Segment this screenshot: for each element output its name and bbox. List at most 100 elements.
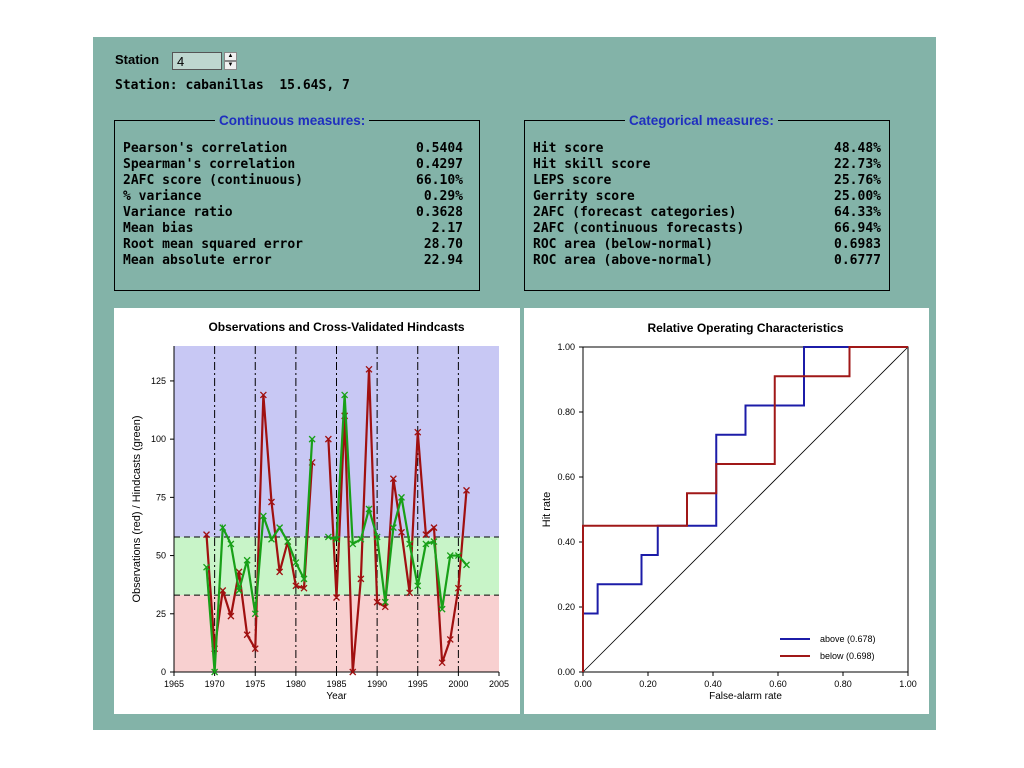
roc-chart-svg: 0.00 0.20 0.40 0.60 0.80 1.00 0.00 0.20 0.40 0.60… (541, 321, 917, 702)
data-point-hindcasts (333, 535, 340, 543)
data-point-hindcasts (203, 563, 210, 571)
legend-label: below (0.698) (820, 651, 875, 661)
measure-name: Pearson's correlation (123, 141, 288, 156)
data-point-hindcasts (227, 540, 235, 548)
hindcast-chart: 1965 1970 1975 1980 1985 1990 1995 2000 2005 0 25 5… (114, 308, 520, 714)
measure-name: Spearman's correlation (123, 157, 296, 172)
series-line-observations (327, 369, 468, 673)
continuous-measures-box: Continuous measures: Pearson's correlati… (114, 113, 480, 291)
x-tick-label: 0.60 (769, 679, 787, 689)
y-tick-label: 1.00 (557, 342, 575, 352)
data-point-observations (398, 528, 405, 536)
y-tick-label: 100 (151, 434, 166, 444)
data-point-observations (259, 391, 267, 399)
data-point-hindcasts (454, 552, 462, 560)
x-tick-label: 1980 (286, 679, 306, 689)
data-point-hindcasts (292, 559, 300, 567)
data-point-observations (300, 584, 308, 592)
data-point-hindcasts (235, 587, 243, 594)
data-point-observations (454, 584, 462, 592)
y-tick-label: 0.60 (557, 472, 575, 482)
measure-name: Hit skill score (533, 157, 651, 172)
measure-value: 28.70 (423, 237, 463, 252)
measure-name: LEPS score (533, 173, 612, 188)
main-panel: Station 4 ▲ ▼ Station: cabanillas 15.64S… (93, 37, 936, 730)
data-point-hindcasts (373, 533, 381, 541)
data-point-hindcasts (438, 605, 446, 613)
station-spinner[interactable]: 4 ▲ ▼ (172, 52, 237, 72)
measure-value: 0.5404 (416, 141, 463, 156)
data-point-observations (227, 612, 235, 620)
measure-name: 2AFC (forecast categories) (533, 205, 737, 220)
measure-value: 0.6777 (834, 253, 881, 268)
measure-value: 0.4297 (416, 157, 463, 172)
data-point-observations (406, 589, 414, 597)
continuous-measures-title: Continuous measures: (219, 113, 366, 128)
measure-value: 0.3628 (416, 205, 463, 220)
y-tick-label: 0 (161, 667, 166, 677)
measure-name: Mean bias (123, 221, 194, 236)
data-point-hindcasts (300, 575, 308, 583)
x-tick-label: 2000 (448, 679, 468, 689)
spin-up-button[interactable]: ▲ (224, 52, 237, 61)
data-point-hindcasts (398, 493, 405, 501)
roc-chart: 0.00 0.20 0.40 0.60 0.80 1.00 0.00 0.20 0.40 0.60… (524, 308, 929, 714)
measure-value: 66.94% (834, 221, 881, 236)
measure-name: ROC area (above-normal) (533, 253, 714, 268)
data-point-hindcasts (324, 533, 332, 541)
data-point-observations (438, 659, 446, 667)
y-tick-label: 50 (156, 551, 166, 561)
measure-value: 22.73% (834, 157, 881, 172)
x-tick-label: 0.40 (704, 679, 722, 689)
measure-value: 64.33% (834, 205, 881, 220)
data-point-observations (463, 486, 470, 494)
measure-name: Root mean squared error (123, 237, 304, 252)
data-point-hindcasts (349, 540, 357, 548)
x-tick-label: 1970 (205, 679, 225, 689)
data-point-hindcasts (406, 540, 414, 548)
data-point-hindcasts (414, 582, 422, 590)
measure-value: 22.94 (423, 253, 463, 268)
x-axis-label: Year (326, 691, 347, 702)
y-tick-label: 0.40 (557, 537, 575, 547)
measure-name: Mean absolute error (123, 253, 272, 268)
plot-frame (582, 346, 909, 673)
data-point-hindcasts (276, 524, 284, 532)
data-point-hindcasts (422, 540, 430, 548)
data-point-hindcasts (430, 538, 438, 546)
x-tick-label: 1985 (326, 679, 346, 689)
spin-down-button[interactable]: ▼ (224, 61, 237, 70)
x-tick-label: 1965 (164, 679, 184, 689)
data-point-observations (219, 587, 227, 594)
diagonal-line (582, 346, 909, 673)
data-point-hindcasts (308, 435, 316, 443)
data-point-hindcasts (341, 391, 349, 399)
above-normal-region (174, 346, 499, 537)
data-point-hindcasts (357, 535, 365, 543)
series-line-observations (205, 394, 314, 653)
y-axis-label: Observations (red) / Hindcasts (green) (131, 415, 143, 602)
measure-name: 2AFC score (continuous) (123, 173, 304, 188)
data-point-hindcasts (243, 556, 251, 564)
data-point-observations (373, 598, 381, 606)
y-tick-label: 0.80 (557, 407, 575, 417)
data-point-observations (276, 568, 284, 576)
series-line-hindcasts (328, 394, 468, 610)
data-point-observations (365, 365, 373, 373)
measure-value: 48.48% (834, 141, 881, 156)
data-point-observations (430, 524, 438, 532)
data-point-observations (203, 531, 210, 539)
data-point-observations (268, 498, 275, 506)
y-tick-label: 0.00 (557, 667, 575, 677)
measure-name: ROC area (below-normal) (533, 237, 714, 252)
data-point-observations (349, 668, 357, 676)
measure-name: Hit score (533, 141, 604, 156)
x-tick-label: 0.80 (834, 679, 852, 689)
data-point-observations (333, 594, 340, 601)
hindcast-chart-svg: 1965 1970 1975 1980 1985 1990 1995 2000 2005 0 25 5… (131, 320, 509, 702)
station-input[interactable]: 4 (172, 52, 222, 70)
data-point-observations (324, 435, 332, 443)
data-point-hindcasts (219, 524, 227, 532)
y-tick-label: 75 (156, 492, 166, 502)
measure-name: 2AFC (continuous forecasts) (533, 221, 745, 236)
